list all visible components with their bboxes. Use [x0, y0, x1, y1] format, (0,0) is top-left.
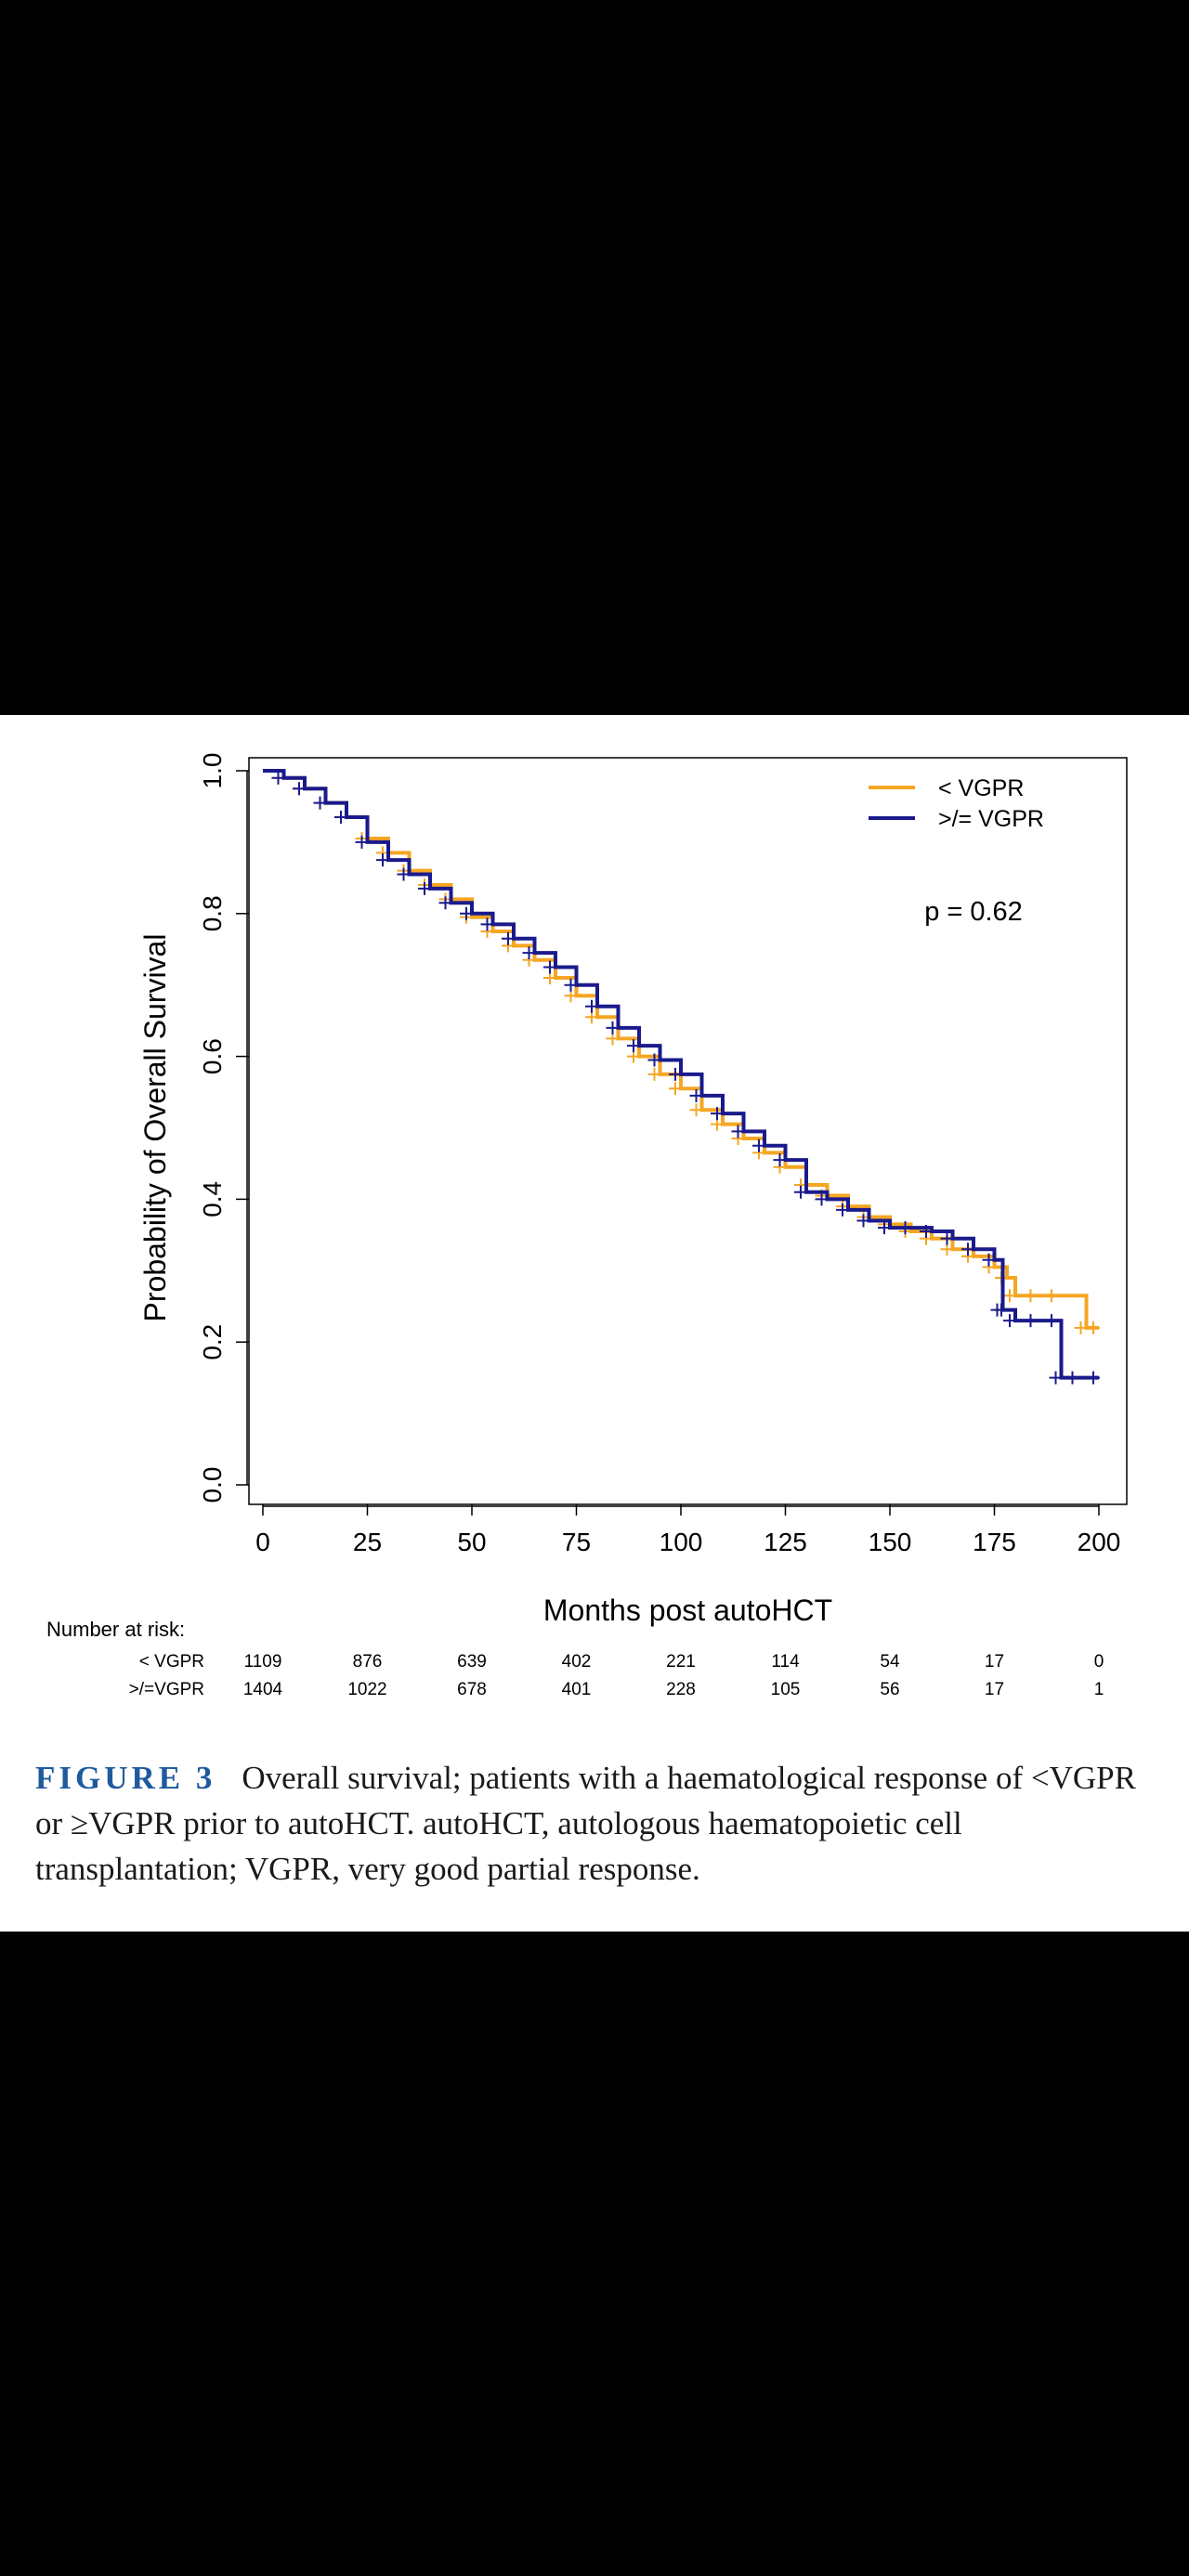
censor-mark [585, 999, 598, 1013]
censor-mark [1087, 1321, 1100, 1334]
risk-value: 17 [985, 1652, 1004, 1672]
censor-mark [502, 931, 515, 945]
censor-mark [940, 1231, 954, 1245]
legend-label: >/= VGPR [938, 806, 1044, 832]
risk-value: 1 [1094, 1680, 1104, 1699]
censor-mark [1049, 1371, 1063, 1385]
censor-mark [689, 1103, 703, 1117]
risk-value: 221 [666, 1652, 696, 1672]
censor-mark [438, 896, 452, 910]
x-tick-label: 75 [562, 1528, 591, 1556]
censor-mark [1074, 1321, 1088, 1334]
censor-mark [355, 835, 369, 849]
risk-value: 1404 [243, 1680, 283, 1699]
censor-mark [271, 771, 285, 785]
x-tick-label: 125 [764, 1528, 807, 1556]
censor-mark [836, 1203, 849, 1216]
y-tick-label: 0.8 [198, 895, 227, 931]
x-tick-label: 50 [457, 1528, 486, 1556]
censor-mark [543, 960, 556, 974]
censor-mark [1024, 1289, 1038, 1303]
x-tick-label: 200 [1078, 1528, 1121, 1556]
censor-mark [1024, 1314, 1038, 1328]
censor-mark [856, 1214, 870, 1228]
censor-mark [522, 946, 536, 960]
y-tick-label: 1.0 [198, 753, 227, 789]
x-tick-label: 0 [255, 1528, 270, 1556]
risk-value: 401 [562, 1680, 592, 1699]
censor-mark [878, 1221, 891, 1235]
x-tick-label: 25 [353, 1528, 382, 1556]
censor-mark [1087, 1371, 1100, 1385]
censor-mark [669, 1067, 682, 1081]
x-tick-label: 100 [660, 1528, 703, 1556]
figure-label: FIGURE 3 [35, 1760, 216, 1796]
censor-mark [752, 1138, 765, 1152]
censor-mark [480, 917, 494, 931]
series-line [263, 769, 1099, 1330]
censor-mark [773, 1153, 787, 1167]
risk-value: 56 [880, 1680, 899, 1699]
censor-mark [982, 1253, 996, 1267]
censor-mark [293, 782, 306, 796]
y-tick-label: 0.6 [198, 1038, 227, 1074]
y-tick-label: 0.0 [198, 1467, 227, 1503]
risk-value: 105 [771, 1680, 801, 1699]
censor-mark [711, 1107, 724, 1121]
legend-label: < VGPR [938, 775, 1024, 801]
figure-caption: FIGURE 3 Overall survival; patients with … [35, 1755, 1164, 1892]
risk-table-title: Number at risk: [46, 1618, 185, 1641]
censor-mark [418, 881, 431, 895]
censor-mark [397, 867, 411, 881]
censor-mark [606, 1021, 620, 1034]
censor-mark [313, 796, 327, 810]
y-tick-label: 0.4 [198, 1181, 227, 1217]
censor-mark [1065, 1371, 1079, 1385]
y-tick-label: 0.2 [198, 1324, 227, 1360]
censor-mark [334, 810, 347, 824]
risk-value: 1109 [244, 1652, 282, 1672]
censor-mark [1045, 1314, 1058, 1328]
censor-mark [1045, 1289, 1058, 1303]
censor-mark [376, 853, 389, 867]
risk-value: 17 [985, 1680, 1004, 1699]
x-axis-title: Months post autoHCT [543, 1594, 832, 1627]
censor-mark [920, 1225, 933, 1239]
censor-mark [647, 1067, 661, 1081]
censor-mark [460, 906, 473, 920]
risk-value: 639 [457, 1652, 487, 1672]
censor-mark [689, 1088, 703, 1102]
figure-panel: 0 25 50 75 100 125 150 175 200 0.0 0.2 0.4 0.6 0.8 1.0… [0, 715, 1189, 1932]
risk-row-label: < VGPR [139, 1652, 204, 1672]
censor-mark [647, 1053, 661, 1067]
risk-value: 114 [771, 1652, 800, 1672]
risk-row-label: >/=VGPR [129, 1680, 204, 1699]
x-tick-label: 150 [869, 1528, 912, 1556]
risk-value: 54 [880, 1652, 900, 1672]
risk-value: 1022 [347, 1680, 386, 1699]
p-value-annotation: p = 0.62 [924, 897, 1023, 927]
censor-mark [564, 978, 578, 992]
censor-mark [898, 1221, 912, 1235]
censor-mark [995, 1303, 1008, 1317]
risk-value: 0 [1094, 1652, 1104, 1672]
censor-mark [961, 1242, 974, 1256]
censor-mark [627, 1039, 640, 1053]
censor-mark [815, 1192, 829, 1206]
censor-mark [1003, 1314, 1016, 1328]
censor-mark [794, 1185, 807, 1199]
survival-chart: 0 25 50 75 100 125 150 175 200 0.0 0.2 0.4 0.6 0.8 1.0… [46, 753, 1128, 1699]
risk-value: 678 [457, 1680, 487, 1699]
x-tick-label: 175 [973, 1528, 1016, 1556]
plot-frame [248, 757, 1128, 1505]
censor-mark [1003, 1289, 1016, 1303]
censor-mark [731, 1125, 745, 1138]
risk-value: 876 [353, 1652, 383, 1672]
censor-mark [669, 1082, 682, 1096]
risk-value: 228 [666, 1680, 696, 1699]
caption-text: Overall survival; patients with a haemat… [35, 1760, 1136, 1887]
risk-value: 402 [562, 1652, 592, 1672]
y-axis-title: Probability of Overall Survival [138, 934, 172, 1322]
